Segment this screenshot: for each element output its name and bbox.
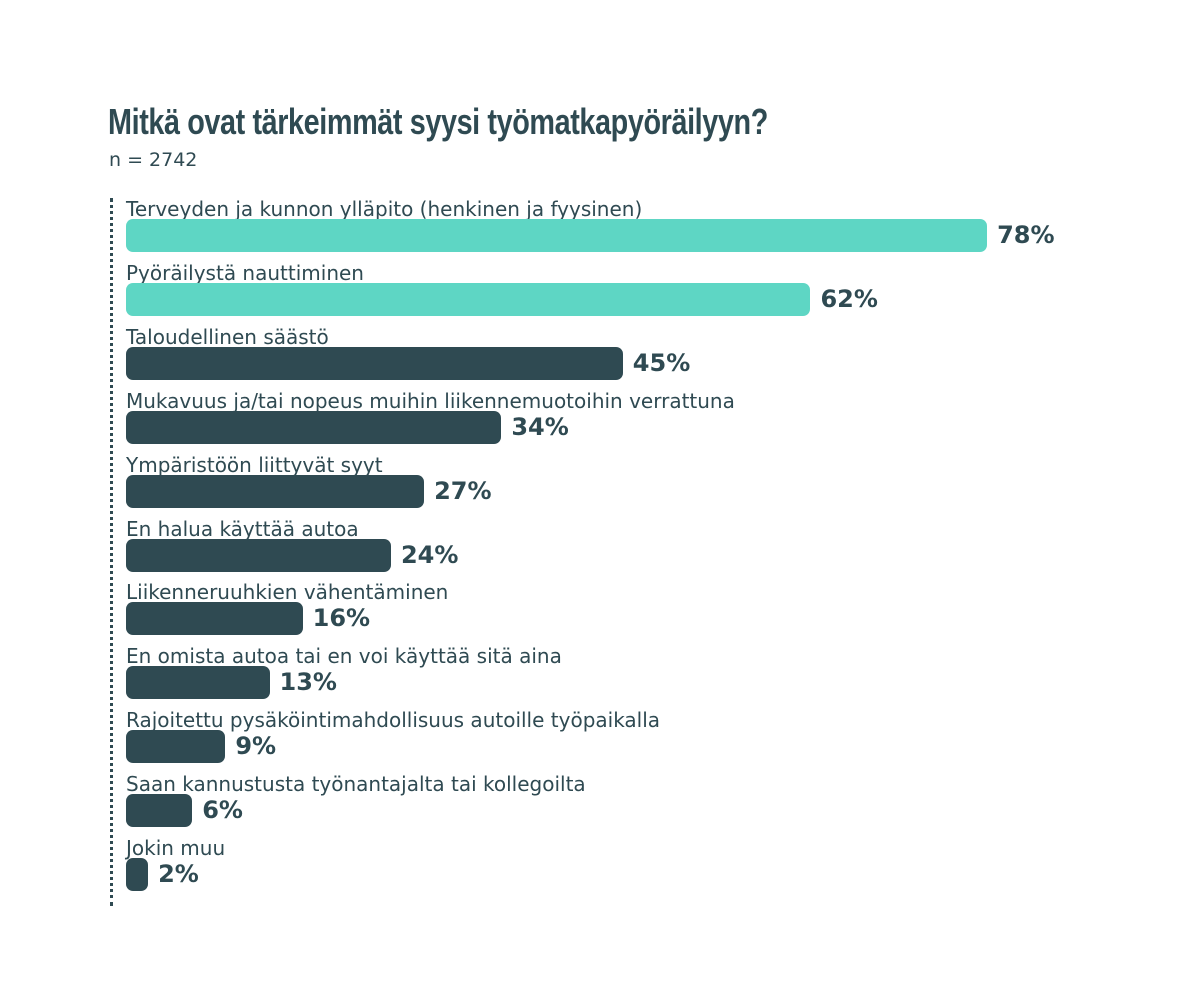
value-label: 13% — [279, 668, 337, 697]
bar — [126, 602, 303, 636]
category-label: Liikenneruuhkien vähentäminen — [126, 580, 449, 605]
dotted-axis-line — [110, 198, 113, 906]
bar-row: Pyöräilystä nauttiminen 62% — [0, 260, 1200, 324]
category-label: Ympäristöön liittyvät syyt — [126, 452, 383, 477]
value-label: 16% — [312, 604, 371, 633]
category-label: Saan kannustusta työnantajalta tai kolle… — [126, 772, 586, 797]
bar — [126, 219, 988, 252]
chart-subtitle: n = 2742 — [109, 149, 198, 171]
bar-row: Liikenneruuhkien vähentäminen 16% — [0, 579, 1200, 643]
category-label: Pyöräilystä nauttiminen — [126, 260, 364, 285]
bar-row: Jokin muu 2% — [0, 835, 1200, 899]
bar-row: Rajoitettu pysäköintimahdollisuus autoil… — [0, 707, 1200, 771]
value-label: 2% — [158, 860, 199, 888]
bar — [126, 666, 270, 700]
bar-row: Ympäristöön liittyvät syyt 27% — [0, 452, 1200, 516]
bar — [126, 794, 193, 828]
value-label: 9% — [235, 732, 277, 761]
bar — [126, 474, 425, 508]
category-label: Terveyden ja kunnon ylläpito (henkinen j… — [126, 197, 643, 221]
value-label: 27% — [434, 476, 492, 505]
bar-row: Taloudellinen säästö 45% — [0, 324, 1200, 388]
bar-row: En omista autoa tai en voi käyttää sitä … — [0, 643, 1200, 707]
category-label: En omista autoa tai en voi käyttää sitä … — [126, 644, 562, 669]
value-label: 78% — [997, 221, 1055, 249]
category-label: En halua käyttää autoa — [126, 516, 359, 541]
category-label: Taloudellinen säästö — [126, 324, 329, 349]
value-label: 24% — [400, 540, 459, 569]
category-label: Jokin muu — [126, 836, 226, 860]
bar — [126, 346, 623, 380]
value-label: 6% — [202, 796, 243, 825]
bar-row: Mukavuus ja/tai nopeus muihin liikennemu… — [0, 388, 1200, 452]
bar — [126, 282, 811, 316]
bar-row: En halua käyttää autoa 24% — [0, 516, 1200, 580]
value-label: 34% — [511, 412, 569, 441]
bar — [126, 538, 391, 572]
value-label: 62% — [820, 284, 878, 313]
bar — [126, 730, 226, 764]
bar-row: Saan kannustusta työnantajalta tai kolle… — [0, 771, 1200, 835]
bar-row: Terveyden ja kunnon ylläpito (henkinen j… — [0, 196, 1200, 260]
category-label: Mukavuus ja/tai nopeus muihin liikennemu… — [126, 388, 735, 413]
value-label: 45% — [632, 348, 691, 377]
category-label: Rajoitettu pysäköintimahdollisuus autoil… — [126, 708, 661, 733]
chart-title: Mitkä ovat tärkeimmät syysi työmatkapyör… — [108, 101, 768, 142]
bar — [126, 858, 149, 891]
bar — [126, 410, 502, 444]
